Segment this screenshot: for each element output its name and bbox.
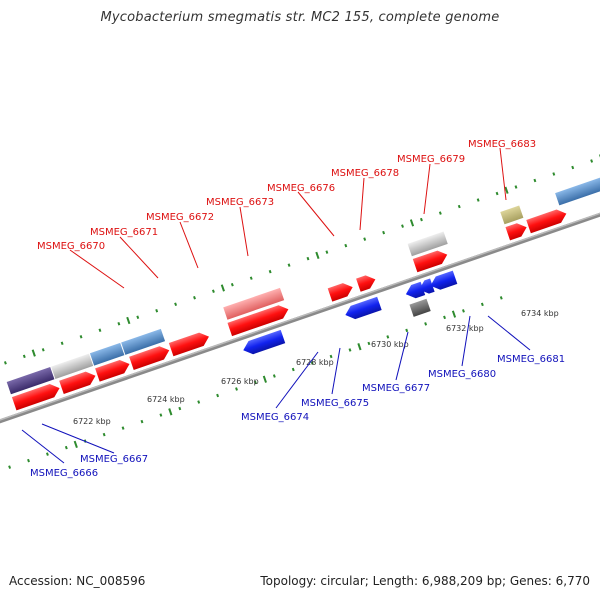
reverse-leader-lines [21,315,531,464]
feature-steel [89,342,125,366]
reverse-gene [405,281,426,299]
forward-leader-lines [69,147,507,289]
reverse-scale-ticks [8,296,503,469]
forward-gene [129,346,170,370]
feature-khaki [500,205,524,225]
scale-label: 6728 kbp [296,358,334,367]
reverse-gene [419,278,435,294]
feature-steel [555,173,600,206]
forward-gene [227,305,289,337]
gene-label-msmeg-6675: MSMEG_6675 [301,398,369,409]
scale-label: 6732 kbp [446,324,484,333]
gene-label-msmeg-6674: MSMEG_6674 [241,412,309,423]
reverse-gene-labels[interactable]: MSMEG_6666 MSMEG_6667 MSMEG_6674 MSMEG_6… [30,354,565,479]
gene-label-msmeg-6678: MSMEG_6678 [331,168,399,179]
forward-gene [526,209,567,234]
gene-label-msmeg-6673: MSMEG_6673 [206,197,274,208]
genome-stats-text: Topology: circular; Length: 6,988,209 bp… [260,574,590,588]
forward-gene [11,384,60,411]
forward-gene [95,359,130,382]
feature-steel [121,328,166,355]
gene-label-msmeg-6683: MSMEG_6683 [468,139,536,150]
gene-label-msmeg-6680: MSMEG_6680 [428,369,496,380]
feature-purple [6,366,55,395]
scale-label: 6730 kbp [371,340,409,349]
gene-label-msmeg-6670: MSMEG_6670 [37,241,105,252]
forward-gene-labels[interactable]: MSMEG_6670 MSMEG_6671 MSMEG_6672 MSMEG_6… [37,139,536,252]
gene-label-msmeg-6667: MSMEG_6667 [80,454,148,465]
feature-pink [223,287,285,320]
scale-label: 6734 kbp [521,309,559,318]
gene-label-msmeg-6671: MSMEG_6671 [90,227,158,238]
forward-strand-genes[interactable] [6,173,600,411]
gene-label-msmeg-6672: MSMEG_6672 [146,212,214,223]
gene-label-msmeg-6666: MSMEG_6666 [30,468,98,479]
reverse-strand-genes[interactable] [0,270,463,511]
scale-label: 6726 kbp [221,377,259,386]
forward-gene [327,283,353,302]
forward-gene [505,223,527,241]
scale-labels: 6722 kbp 6724 kbp 6726 kbp 6728 kbp 6730… [73,309,559,426]
forward-gene [59,371,96,395]
gene-label-msmeg-6677: MSMEG_6677 [362,383,430,394]
feature-silver [407,231,448,257]
accession-text: Accession: NC_008596 [9,574,146,588]
forward-gene [168,332,209,357]
reverse-gene [243,329,286,355]
scale-label: 6724 kbp [147,395,185,404]
feature-silver [51,353,94,379]
forward-gene [412,250,448,273]
gene-label-msmeg-6681: MSMEG_6681 [497,354,565,365]
map-title: Mycobacterium smegmatis str. MC2 155, co… [100,10,500,25]
reverse-gene [345,296,382,320]
reverse-gene [430,270,458,290]
feature-dark [409,298,431,317]
scale-label: 6722 kbp [73,417,111,426]
forward-gene [356,275,376,292]
forward-scale-ticks [3,154,600,365]
gene-label-msmeg-6676: MSMEG_6676 [267,183,335,194]
gene-label-msmeg-6679: MSMEG_6679 [397,154,465,165]
